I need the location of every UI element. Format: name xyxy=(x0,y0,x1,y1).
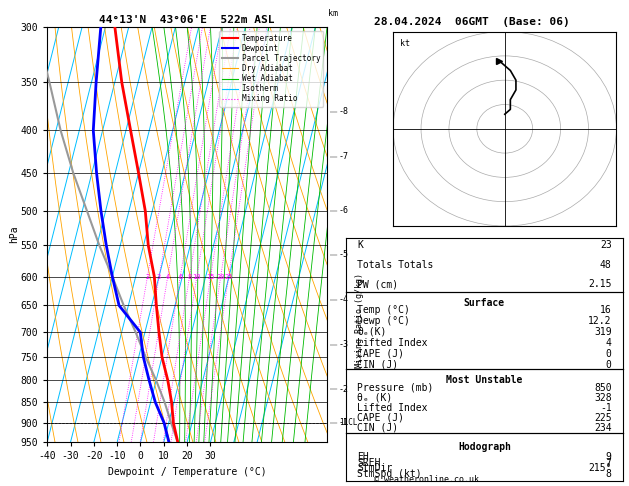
Text: 4: 4 xyxy=(606,338,611,347)
Text: 225: 225 xyxy=(594,413,611,423)
Text: 0: 0 xyxy=(606,348,611,359)
Text: -8: -8 xyxy=(339,107,349,117)
Text: K: K xyxy=(357,241,363,250)
Text: -1: -1 xyxy=(339,418,349,427)
Text: -3: -3 xyxy=(339,340,349,349)
Text: CAPE (J): CAPE (J) xyxy=(357,348,404,359)
Text: Dewp (°C): Dewp (°C) xyxy=(357,316,410,326)
Text: Mixing Ratio (g/kg): Mixing Ratio (g/kg) xyxy=(355,273,364,368)
Text: 0: 0 xyxy=(606,360,611,369)
Text: 8: 8 xyxy=(606,469,611,479)
Text: 6: 6 xyxy=(178,274,182,279)
Text: 1LCL: 1LCL xyxy=(339,418,357,427)
Text: 2: 2 xyxy=(145,274,150,279)
Title: 44°13'N  43°06'E  522m ASL: 44°13'N 43°06'E 522m ASL xyxy=(99,15,275,25)
Text: Pressure (mb): Pressure (mb) xyxy=(357,382,433,393)
Text: 850: 850 xyxy=(594,382,611,393)
Text: 9: 9 xyxy=(606,452,611,462)
Text: 20: 20 xyxy=(216,274,225,279)
Text: CAPE (J): CAPE (J) xyxy=(357,413,404,423)
Text: 4: 4 xyxy=(165,274,170,279)
Text: 234: 234 xyxy=(594,423,611,433)
Text: Temp (°C): Temp (°C) xyxy=(357,305,410,315)
Text: Hodograph: Hodograph xyxy=(458,442,511,452)
Text: © weatheronline.co.uk: © weatheronline.co.uk xyxy=(374,475,479,484)
Text: θₑ (K): θₑ (K) xyxy=(357,393,392,402)
Text: -1: -1 xyxy=(600,402,611,413)
Text: 28.04.2024  06GMT  (Base: 06): 28.04.2024 06GMT (Base: 06) xyxy=(374,17,570,27)
Text: 16: 16 xyxy=(600,305,611,315)
Text: -7: -7 xyxy=(339,152,349,161)
Text: kt: kt xyxy=(400,39,410,49)
X-axis label: Dewpoint / Temperature (°C): Dewpoint / Temperature (°C) xyxy=(108,467,267,477)
Text: Lifted Index: Lifted Index xyxy=(357,338,428,347)
Text: StmDir: StmDir xyxy=(357,463,392,473)
Text: 12.2: 12.2 xyxy=(588,316,611,326)
Text: CIN (J): CIN (J) xyxy=(357,360,398,369)
Text: 23: 23 xyxy=(600,241,611,250)
Text: 25: 25 xyxy=(225,274,233,279)
Text: Totals Totals: Totals Totals xyxy=(357,260,433,270)
Y-axis label: hPa: hPa xyxy=(9,226,19,243)
Text: θₑ(K): θₑ(K) xyxy=(357,327,386,337)
Text: 3: 3 xyxy=(157,274,161,279)
Text: StmSpd (kt): StmSpd (kt) xyxy=(357,469,421,479)
Text: km: km xyxy=(328,9,338,18)
Text: -5: -5 xyxy=(339,250,349,260)
Text: Lifted Index: Lifted Index xyxy=(357,402,428,413)
Text: -2: -2 xyxy=(339,385,349,394)
Text: 328: 328 xyxy=(594,393,611,402)
Text: -4: -4 xyxy=(339,295,349,304)
Text: 8: 8 xyxy=(187,274,192,279)
Text: 48: 48 xyxy=(600,260,611,270)
Legend: Temperature, Dewpoint, Parcel Trajectory, Dry Adiabat, Wet Adiabat, Isotherm, Mi: Temperature, Dewpoint, Parcel Trajectory… xyxy=(220,31,323,106)
Text: Surface: Surface xyxy=(464,297,505,308)
Text: CIN (J): CIN (J) xyxy=(357,423,398,433)
Text: 15: 15 xyxy=(206,274,215,279)
Text: SREH: SREH xyxy=(357,457,381,468)
Text: PW (cm): PW (cm) xyxy=(357,279,398,289)
Text: 319: 319 xyxy=(594,327,611,337)
Text: 215°: 215° xyxy=(588,463,611,473)
Text: 10: 10 xyxy=(192,274,201,279)
Text: EH: EH xyxy=(357,452,369,462)
Text: -6: -6 xyxy=(339,207,349,215)
Text: 7: 7 xyxy=(606,457,611,468)
Text: 2.15: 2.15 xyxy=(588,279,611,289)
Text: Most Unstable: Most Unstable xyxy=(446,375,523,385)
